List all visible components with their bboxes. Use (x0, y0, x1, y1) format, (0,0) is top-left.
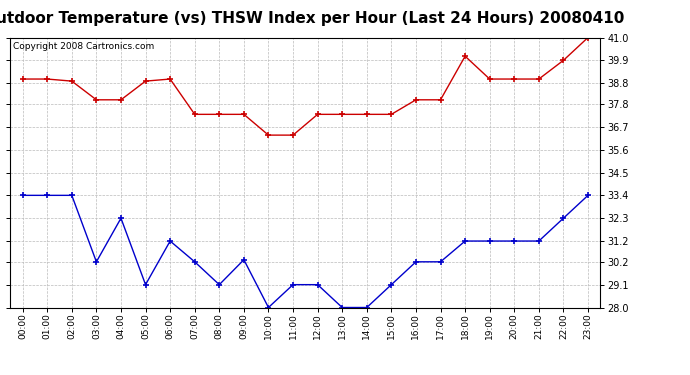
Text: Copyright 2008 Cartronics.com: Copyright 2008 Cartronics.com (13, 42, 155, 51)
Text: Outdoor Temperature (vs) THSW Index per Hour (Last 24 Hours) 20080410: Outdoor Temperature (vs) THSW Index per … (0, 11, 624, 26)
